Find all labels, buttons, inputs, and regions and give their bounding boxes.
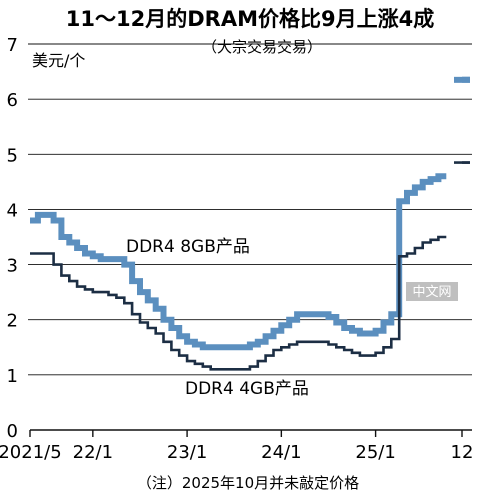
x-tick-label: 24/1 [261,442,301,463]
x-tick-labels: 2021/5 22/1 23/1 24/1 25/1 12 [0,430,473,463]
y-tick-labels: 0 1 2 3 4 5 6 7 [7,35,18,442]
watermark-text: 中文网 [412,285,451,300]
y-tick-label: 7 [7,35,18,56]
watermark: 中文网 [406,282,458,301]
y-axis-unit-label: 美元/个 [32,51,85,70]
footnote: （注）2025年10月并未敲定价格 [137,474,359,492]
x-tick-label: 12 [451,442,474,463]
y-tick-label: 6 [7,90,18,111]
x-tick-label: 23/1 [167,442,207,463]
series-label-ddr4-4gb: DDR4 4GB产品 [185,379,309,399]
chart-subtitle: （大宗交易交易） [202,38,322,56]
y-tick-label: 1 [7,366,18,387]
series-line-1 [30,161,470,371]
y-tick-label: 3 [7,256,18,277]
x-tick-label: 2021/5 [0,442,62,463]
x-tick-label: 25/1 [355,442,395,463]
y-tick-label: 0 [7,421,18,442]
y-tick-label: 4 [7,200,18,221]
series-lines [30,76,470,371]
series-line-0 [30,76,470,351]
chart-title: 11〜12月的DRAM价格比9月上涨4成 [66,7,434,31]
gridlines [28,43,472,431]
y-tick-label: 5 [7,145,18,166]
x-tick-label: 22/1 [73,442,113,463]
series-label-ddr4-8gb: DDR4 8GB产品 [126,237,250,257]
y-tick-label: 2 [7,311,18,332]
